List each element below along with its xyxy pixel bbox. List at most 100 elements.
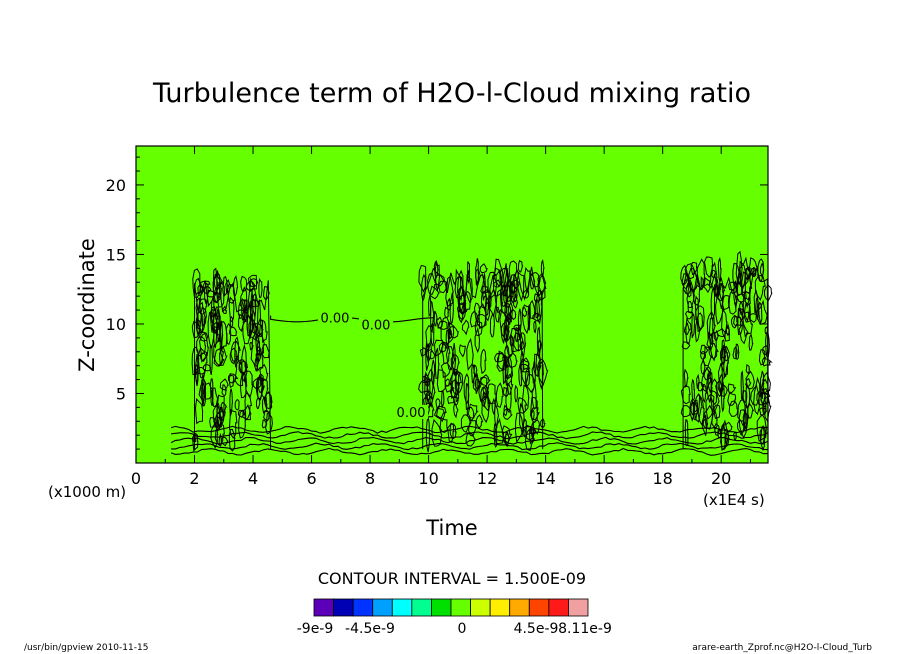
contour-cell — [540, 259, 545, 277]
contour-cell — [691, 311, 696, 338]
contour-cell — [225, 322, 232, 346]
contour-cell — [258, 277, 263, 299]
contour-cell — [418, 264, 427, 293]
contour-labels: 0.00 0.00 0.00 — [317, 310, 429, 421]
contour-cell — [728, 281, 737, 291]
contour-cell — [216, 281, 226, 308]
contour-cell — [480, 348, 487, 375]
contour-cell — [724, 326, 731, 342]
x-tick-label: 0 — [131, 469, 141, 488]
contour-cell — [696, 373, 700, 390]
contour-cell — [246, 303, 252, 337]
contour-cell — [437, 320, 448, 330]
contour-cell — [680, 264, 689, 285]
contour-cell — [447, 422, 455, 443]
contour-cell — [238, 360, 248, 374]
contour-cell — [250, 336, 261, 372]
contour-cell — [228, 408, 238, 439]
contour-cell — [700, 276, 705, 291]
colorbar-segment — [568, 598, 589, 617]
contour-cell — [473, 364, 478, 378]
contour-cell — [745, 363, 750, 375]
contour-cell — [691, 378, 695, 401]
contour-cell — [220, 436, 229, 447]
contour-cell — [527, 303, 531, 331]
y-tick-label: 5 — [116, 384, 126, 403]
contour-cell — [748, 333, 754, 351]
contour-cell — [721, 345, 731, 362]
contour-cell — [214, 306, 221, 327]
contour-cell — [425, 324, 432, 352]
colorbar-segment — [528, 598, 550, 617]
contour-cell — [478, 303, 487, 330]
contour-cell — [216, 402, 221, 427]
contour-cell — [513, 293, 519, 309]
contour-cell — [502, 263, 509, 298]
contour-cell — [466, 406, 475, 422]
contour-cell — [429, 285, 441, 300]
contour-cell — [232, 275, 239, 299]
contour-cell — [757, 299, 768, 325]
contour-cell — [192, 268, 202, 299]
colorbar-label: -4.5e-9 — [345, 621, 395, 637]
contour-cell — [748, 257, 758, 276]
contour-cell — [255, 349, 264, 372]
contour-cell — [213, 337, 224, 367]
contour-cell — [743, 301, 751, 323]
contour-cell — [228, 374, 235, 389]
contour-cell — [197, 301, 207, 334]
contour-cell — [536, 325, 542, 359]
contour-cell — [495, 306, 501, 323]
contour-cell — [713, 329, 720, 341]
colorbar-segment — [548, 598, 569, 617]
colorbar-tick-labels: -9e-9 -4.5e-9 0 4.5e-9 8.11e-9 — [297, 621, 612, 637]
contour-cell — [742, 411, 748, 432]
contour-cell — [228, 296, 235, 323]
x-tick-label: 4 — [248, 469, 258, 488]
contour-cell — [471, 364, 476, 384]
contour-cell — [434, 348, 440, 380]
contour-cell — [694, 317, 701, 343]
contour-cell — [745, 378, 752, 388]
contour-cell — [512, 287, 518, 303]
contour-cell — [687, 300, 694, 314]
colorbar-segment — [431, 598, 452, 617]
contour-cell — [456, 303, 468, 321]
contour-cell — [263, 391, 273, 410]
contour-cell — [714, 423, 721, 437]
contour-cell — [683, 368, 689, 388]
contour-cell — [519, 340, 525, 350]
contour-cell — [447, 320, 455, 344]
contour-cell — [424, 390, 434, 409]
y-axis-unit: (x1000 m) — [48, 483, 126, 501]
contour-cell — [220, 401, 228, 413]
x-tick-label: 12 — [477, 469, 497, 488]
contour-cell — [440, 362, 452, 379]
contour-cell — [252, 323, 264, 338]
contour-cell — [517, 259, 524, 273]
contour-cell — [758, 301, 763, 325]
contour-cell — [467, 403, 479, 419]
colorbar-segment — [352, 598, 374, 617]
contour-cell — [536, 289, 543, 325]
contour-cell — [763, 284, 773, 301]
contour-cell — [721, 344, 730, 377]
contour-cell — [209, 417, 217, 428]
contour-cell — [449, 292, 454, 325]
y-tick-label: 15 — [106, 245, 126, 264]
colorbar-segment — [313, 598, 334, 617]
contour-cell — [239, 371, 248, 399]
contour-cell — [748, 313, 757, 323]
contour-cell — [261, 344, 270, 359]
contour-cell — [210, 421, 219, 449]
contour-cell — [441, 342, 451, 365]
contour-cell — [473, 302, 481, 322]
contour-cell — [702, 345, 713, 367]
x-tick-label: 6 — [306, 469, 316, 488]
contour-cell — [425, 416, 431, 453]
contour-cell — [723, 421, 733, 432]
contour-cell — [198, 298, 208, 315]
contour-cell — [738, 324, 750, 345]
contour-cell — [516, 271, 525, 302]
